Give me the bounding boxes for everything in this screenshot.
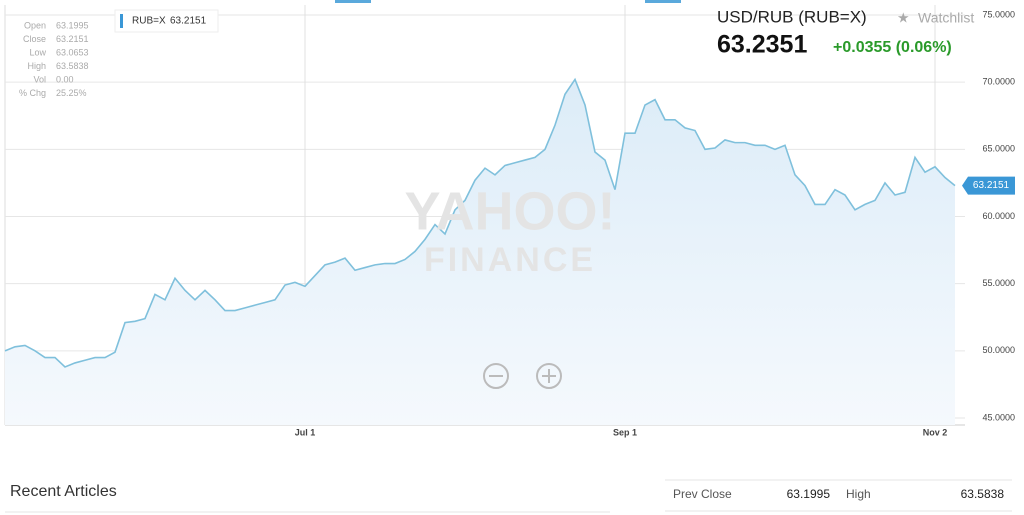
watermark: FINANCE xyxy=(424,241,596,279)
price-flag xyxy=(962,176,1015,195)
info-label: Close xyxy=(23,34,46,44)
y-tick-label: 45.0000 xyxy=(982,412,1015,422)
stat-value: 63.5838 xyxy=(961,487,1005,501)
info-label: Open xyxy=(24,20,46,30)
y-tick-label: 55.0000 xyxy=(982,278,1015,288)
zoom-in[interactable] xyxy=(536,363,562,389)
y-tick-label: 75.0000 xyxy=(982,9,1015,19)
overlay: 45.0000 50.0000 55.0000 60.0000 65.0000 70.00… xyxy=(295,9,1015,437)
plot xyxy=(4,5,965,426)
info-value: 63.1995 xyxy=(56,20,89,30)
quote-title: USD/RUB (RUB=X) xyxy=(717,7,867,26)
area xyxy=(5,79,955,425)
x-tick-label: Nov 2 xyxy=(923,427,948,437)
quote-price: 63.2351 xyxy=(717,31,807,59)
zoom-out[interactable] xyxy=(483,363,509,389)
info-label: Vol xyxy=(33,74,46,84)
stat-label: High xyxy=(846,487,871,501)
stat-label: Prev Close xyxy=(673,487,732,501)
info-panel: Open 63.1995 Close 63.2151 Low 63.0653 High 63.… xyxy=(19,20,89,98)
legend-box xyxy=(114,9,219,33)
watermark: YAHOO! xyxy=(404,181,615,241)
info-value: 63.5838 xyxy=(56,61,89,71)
watchlist[interactable]: Watchlist xyxy=(918,10,974,26)
info-label: % Chg xyxy=(19,88,46,98)
legend-value: 63.2151 xyxy=(170,16,207,27)
info-value: 63.2151 xyxy=(56,34,89,44)
legend-swatch xyxy=(120,14,123,28)
line xyxy=(4,77,956,368)
x-tick-label: Jul 1 xyxy=(295,427,316,437)
quote-change: +0.0355 (0.06%) xyxy=(833,39,952,56)
star[interactable]: ★ xyxy=(897,10,910,26)
y-tick-label: 70.0000 xyxy=(982,77,1015,87)
y-tick-label: 50.0000 xyxy=(982,345,1015,355)
stat-value: 63.1995 xyxy=(787,487,831,501)
legend-name: RUB=X xyxy=(132,16,166,27)
tab[interactable] xyxy=(645,0,681,3)
info-value: 25.25% xyxy=(56,88,87,98)
section-title: Recent Articles xyxy=(10,483,117,500)
y-tick-label: 65.0000 xyxy=(982,144,1015,154)
tab[interactable] xyxy=(335,0,371,3)
y-tick-label: 60.0000 xyxy=(982,211,1015,221)
x-tick-label: Sep 1 xyxy=(613,427,637,437)
info-label: High xyxy=(27,61,46,71)
price-flag-label: 63.2151 xyxy=(973,180,1010,191)
info-label: Low xyxy=(29,47,46,57)
info-value: 63.0653 xyxy=(56,47,89,57)
info-value: 0.00 xyxy=(56,74,74,84)
